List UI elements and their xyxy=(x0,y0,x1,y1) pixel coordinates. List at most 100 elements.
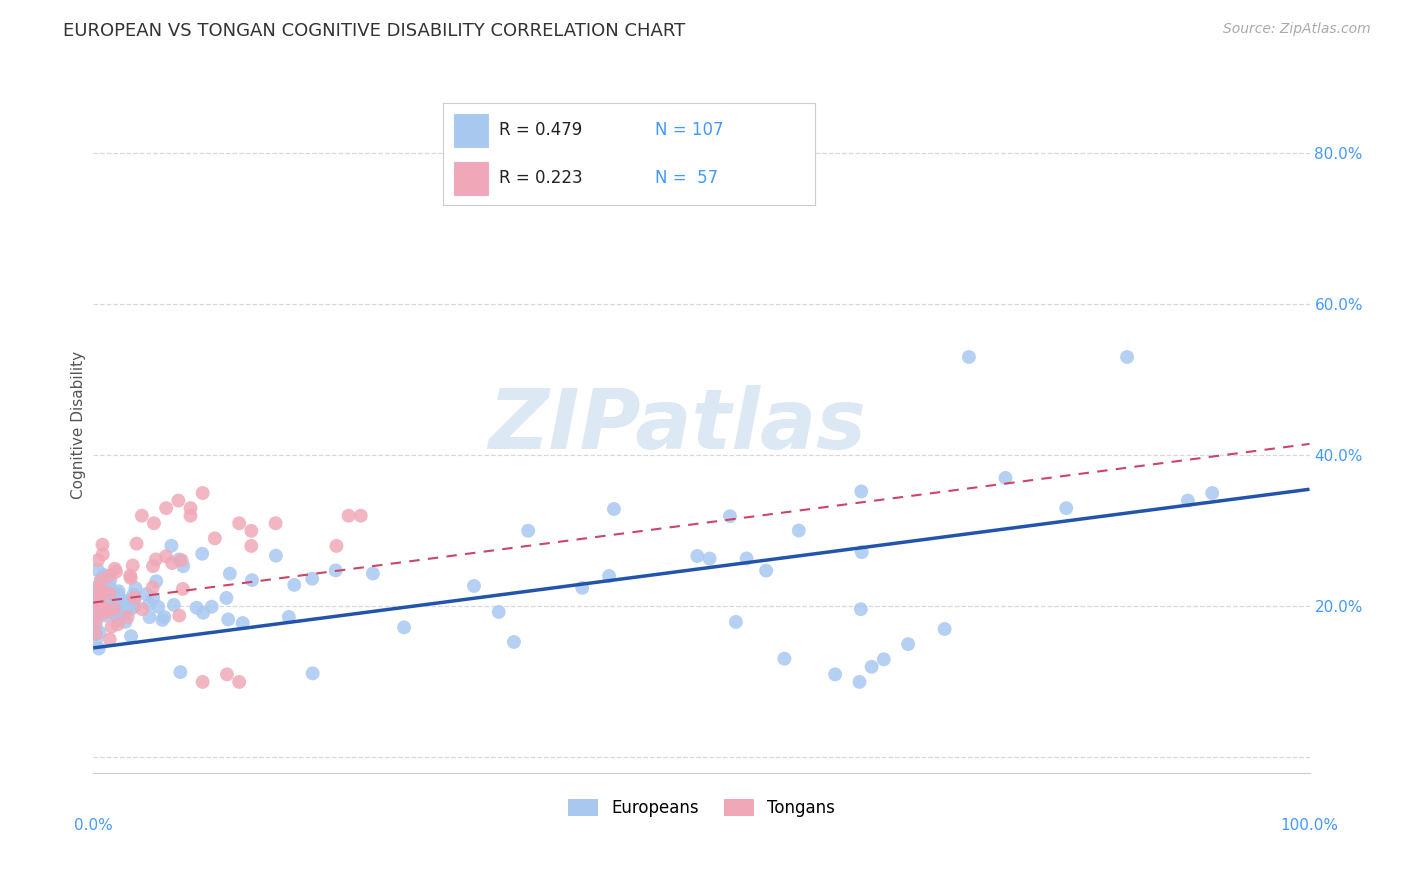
Point xyxy=(773,651,796,665)
Point xyxy=(201,599,224,614)
Point xyxy=(143,516,166,531)
Point xyxy=(117,610,139,624)
Point xyxy=(142,581,165,595)
Point xyxy=(94,601,117,615)
Point xyxy=(98,586,121,600)
Point xyxy=(172,559,194,574)
Point xyxy=(1054,501,1077,516)
Point xyxy=(84,618,107,632)
Point xyxy=(107,592,129,607)
Point xyxy=(90,584,112,599)
Point xyxy=(103,602,125,616)
Point xyxy=(301,666,323,681)
Point xyxy=(98,632,121,647)
Point xyxy=(87,582,110,596)
Point xyxy=(517,524,540,538)
Point xyxy=(114,615,136,629)
Point xyxy=(97,590,120,604)
Point xyxy=(155,501,177,516)
Point xyxy=(463,579,485,593)
Point xyxy=(240,539,263,553)
Point xyxy=(124,591,146,605)
Point xyxy=(87,563,110,577)
Point xyxy=(89,597,111,611)
Point xyxy=(160,539,183,553)
Point xyxy=(91,582,114,597)
Point xyxy=(718,509,741,524)
FancyBboxPatch shape xyxy=(454,162,488,194)
Point xyxy=(91,547,114,561)
Point xyxy=(215,667,238,681)
Point xyxy=(142,559,165,574)
Point xyxy=(860,660,883,674)
Point xyxy=(240,524,263,538)
Point xyxy=(98,599,121,613)
Point xyxy=(94,592,117,607)
Point xyxy=(120,629,142,643)
FancyBboxPatch shape xyxy=(454,114,488,146)
Point xyxy=(851,545,873,559)
Point xyxy=(110,607,132,621)
Text: R = 0.479: R = 0.479 xyxy=(499,121,582,139)
Point xyxy=(337,508,360,523)
Point xyxy=(117,600,139,615)
Point xyxy=(90,574,112,588)
Point xyxy=(191,606,214,620)
Point xyxy=(121,558,143,573)
Point xyxy=(228,674,250,689)
Point xyxy=(169,665,191,680)
Point xyxy=(105,565,128,579)
Text: Source: ZipAtlas.com: Source: ZipAtlas.com xyxy=(1223,22,1371,37)
Point xyxy=(110,599,132,613)
Point xyxy=(1177,493,1199,508)
Point xyxy=(503,635,526,649)
Point xyxy=(824,667,846,681)
Legend: Europeans, Tongans: Europeans, Tongans xyxy=(561,792,842,823)
Point xyxy=(122,588,145,602)
Point xyxy=(94,600,117,615)
Point xyxy=(138,597,160,611)
Point xyxy=(91,538,114,552)
Point xyxy=(87,553,110,567)
Point xyxy=(277,610,299,624)
Point xyxy=(215,591,238,605)
Point xyxy=(91,600,114,615)
Point xyxy=(100,619,122,633)
Point xyxy=(957,350,980,364)
Point xyxy=(172,582,194,596)
Point xyxy=(145,552,167,566)
Point xyxy=(98,569,121,583)
Point xyxy=(571,581,593,595)
Point xyxy=(848,674,870,689)
Point xyxy=(325,539,347,553)
Point xyxy=(86,599,108,613)
Point xyxy=(115,594,138,608)
Point xyxy=(91,607,114,621)
Point xyxy=(84,580,107,594)
Point xyxy=(994,471,1017,485)
Point xyxy=(84,627,107,641)
Point xyxy=(163,598,186,612)
Point xyxy=(787,524,810,538)
Point xyxy=(179,501,201,516)
Point xyxy=(264,516,287,531)
Point xyxy=(107,617,129,632)
Point xyxy=(204,532,226,546)
Point xyxy=(101,604,124,618)
Point xyxy=(350,508,373,523)
Point xyxy=(101,599,124,613)
Point xyxy=(167,608,190,623)
Point xyxy=(851,484,873,499)
Point xyxy=(488,605,510,619)
Point xyxy=(84,615,107,630)
Point xyxy=(699,551,721,566)
Point xyxy=(114,605,136,619)
Point xyxy=(93,567,115,582)
Point xyxy=(125,536,148,550)
Point xyxy=(361,566,384,581)
Point xyxy=(148,599,170,614)
Point xyxy=(145,574,167,589)
Point xyxy=(240,573,263,587)
Point xyxy=(153,610,176,624)
Point xyxy=(934,622,956,636)
